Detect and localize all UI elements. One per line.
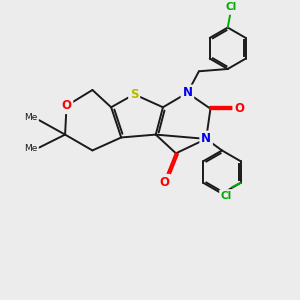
Text: O: O [159, 176, 170, 189]
Text: N: N [182, 86, 192, 99]
Text: N: N [201, 132, 211, 146]
Text: O: O [234, 102, 244, 115]
Text: Me: Me [24, 145, 38, 154]
Text: Me: Me [24, 113, 38, 122]
Text: Cl: Cl [226, 2, 237, 12]
Text: O: O [61, 99, 71, 112]
Text: Cl: Cl [221, 191, 232, 201]
Text: S: S [130, 88, 138, 101]
